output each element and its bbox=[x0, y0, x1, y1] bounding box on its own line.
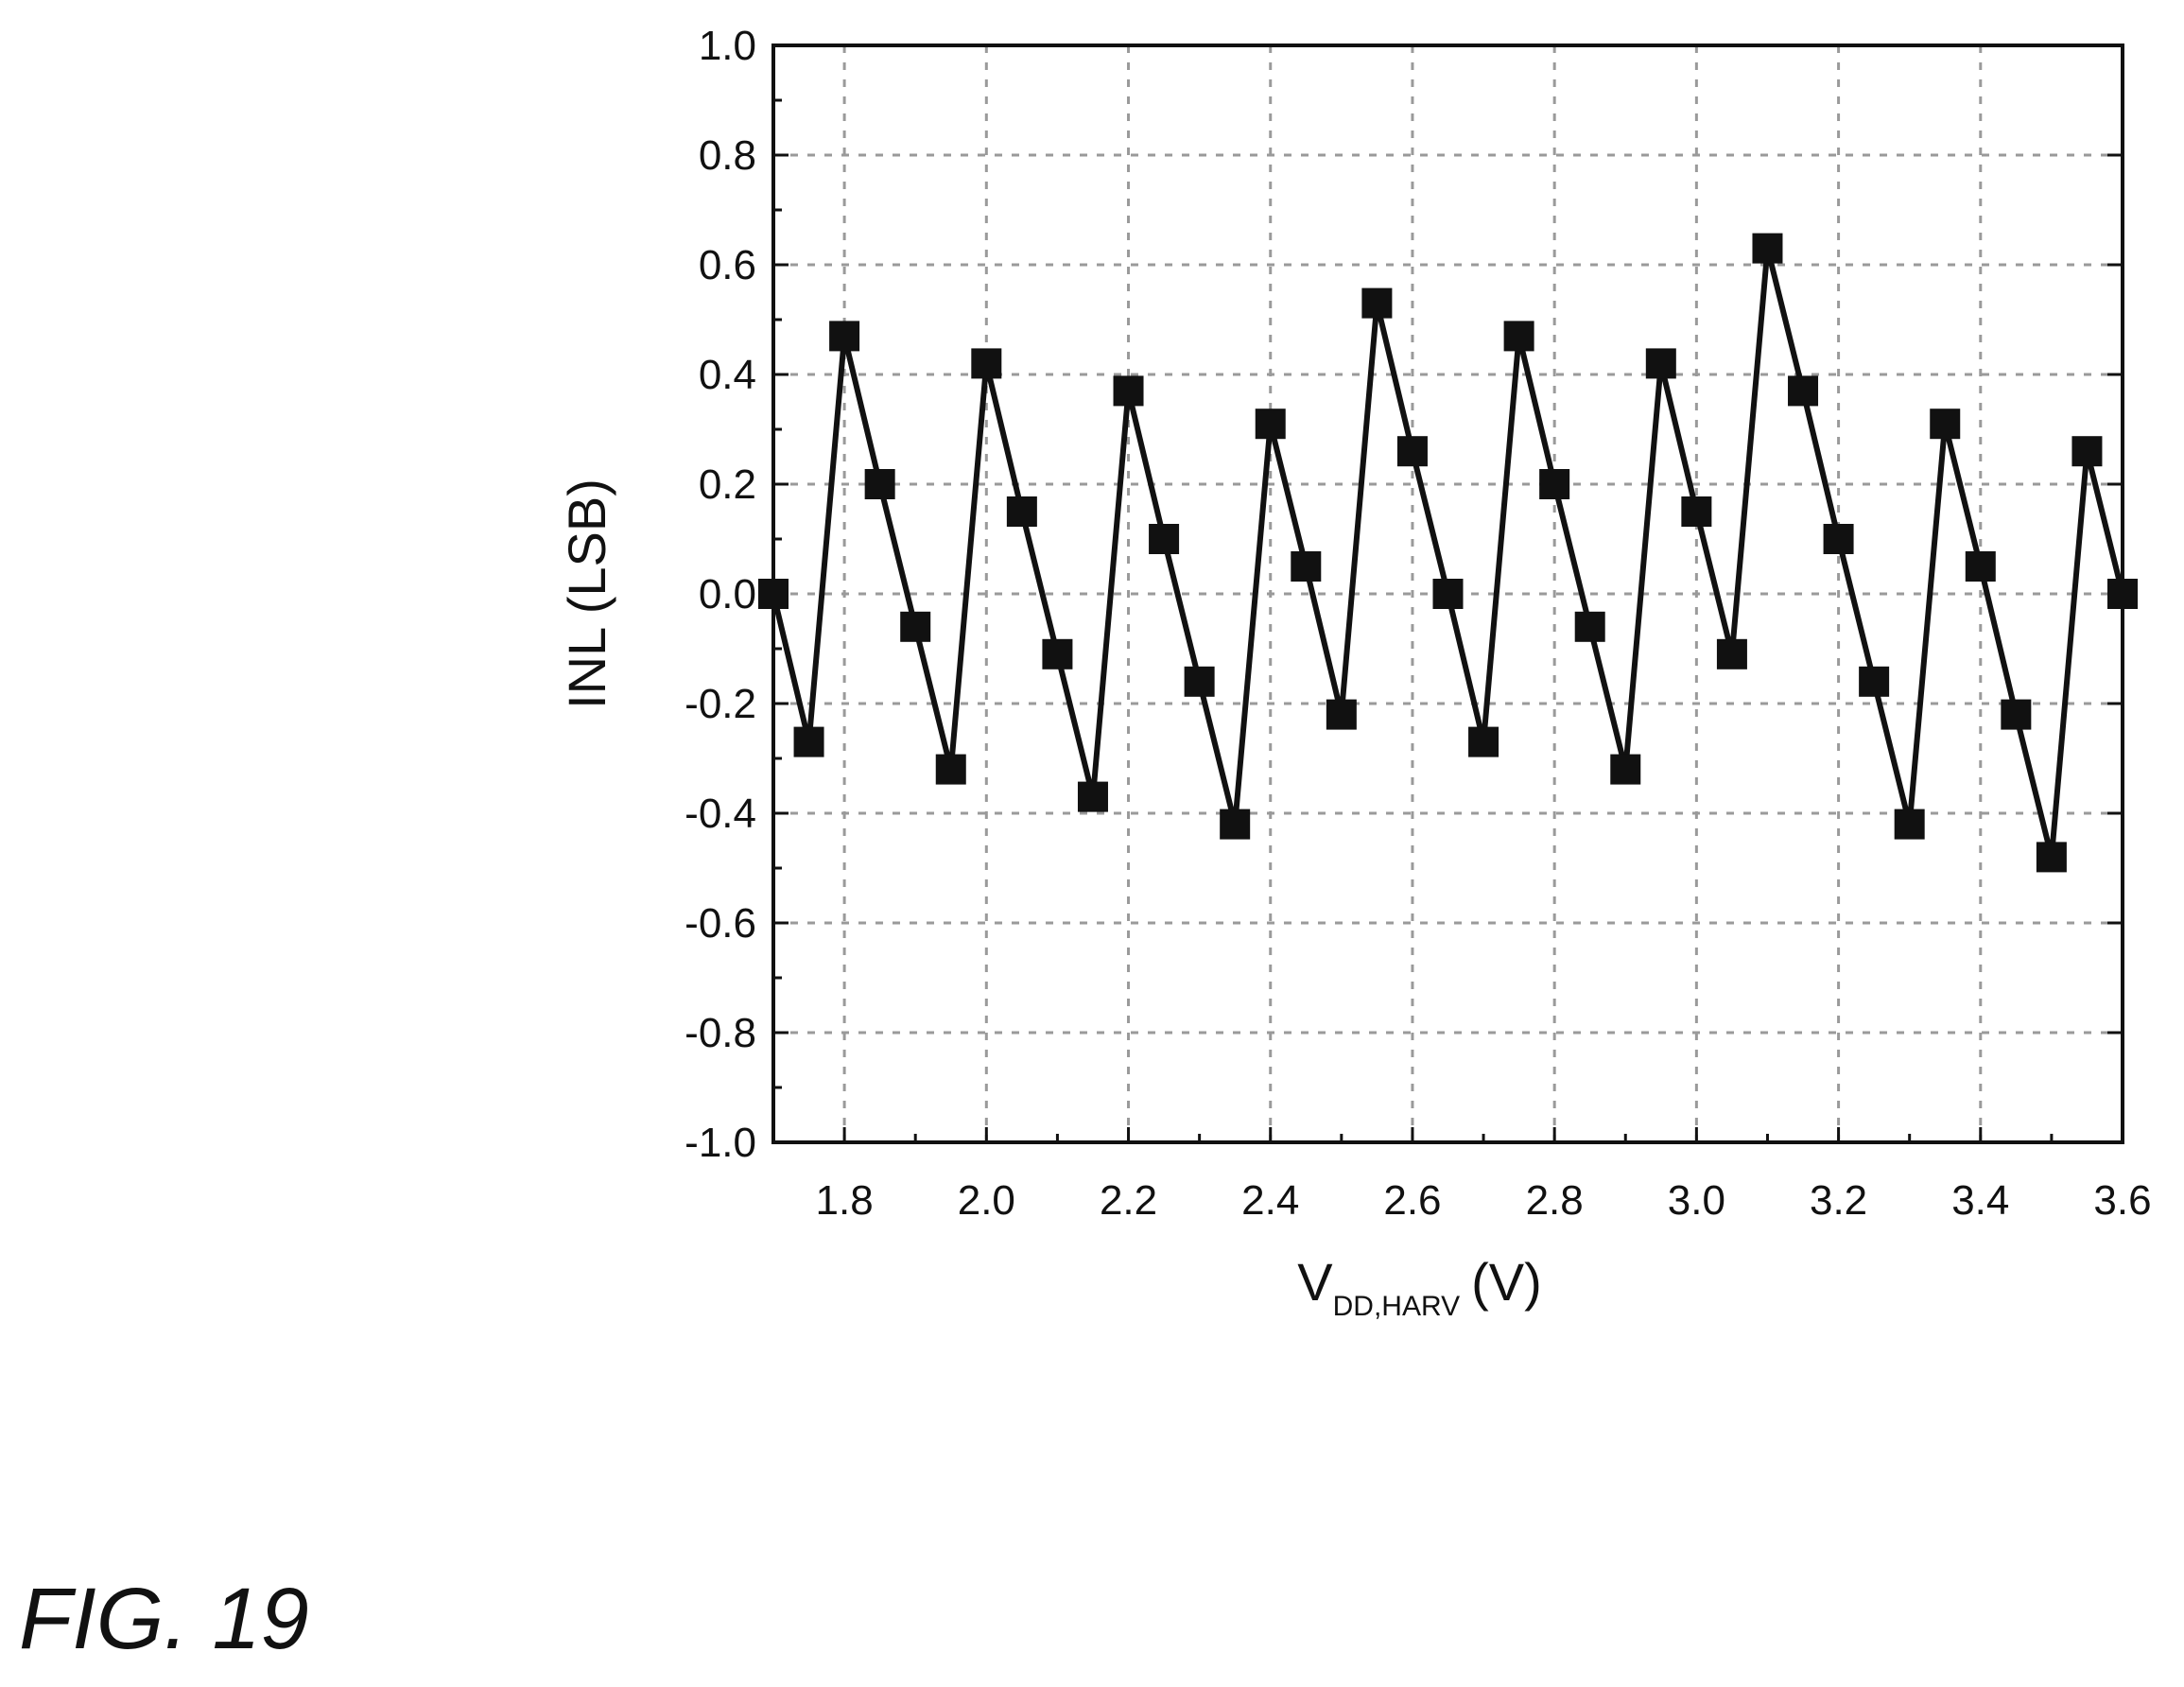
data-point-marker bbox=[829, 321, 860, 352]
data-point-marker bbox=[1291, 551, 1322, 582]
data-point-marker bbox=[2036, 842, 2067, 873]
inl-series-markers bbox=[758, 233, 2138, 873]
data-point-marker bbox=[1042, 638, 1073, 670]
y-tick-label: 0.0 bbox=[699, 571, 756, 617]
data-point-marker bbox=[971, 348, 1002, 379]
data-point-marker bbox=[1184, 666, 1215, 697]
x-tick-label: 1.8 bbox=[816, 1177, 874, 1224]
data-point-marker bbox=[1716, 638, 1747, 670]
data-point-marker bbox=[1752, 233, 1783, 264]
data-point-marker bbox=[1361, 287, 1393, 319]
x-tick-label: 2.8 bbox=[1526, 1177, 1584, 1224]
x-tick-label: 2.0 bbox=[958, 1177, 1015, 1224]
data-point-marker bbox=[1894, 809, 1925, 840]
data-point-marker bbox=[1788, 375, 1819, 407]
y-tick-label: 0.8 bbox=[699, 132, 756, 179]
data-point-marker bbox=[1077, 781, 1108, 812]
data-point-marker bbox=[864, 469, 895, 499]
data-point-marker bbox=[2107, 579, 2138, 609]
data-point-marker bbox=[793, 726, 824, 757]
y-axis-tick-labels: 1.0 0.8 0.6 0.4 0.2 0.0 -0.2 -0.4 -0.6 -0.8 -1.0 bbox=[685, 23, 756, 1166]
y-tick-label: 0.4 bbox=[699, 352, 756, 398]
x-axis-title-unit: (V) bbox=[1471, 1252, 1542, 1312]
y-tick-label: -0.6 bbox=[685, 900, 756, 947]
data-point-marker bbox=[1859, 666, 1890, 697]
x-tick-label: 2.4 bbox=[1241, 1177, 1299, 1224]
data-point-marker bbox=[935, 754, 966, 785]
data-point-marker bbox=[2001, 699, 2032, 730]
data-point-marker bbox=[1930, 409, 1961, 440]
data-point-marker bbox=[1006, 496, 1037, 527]
x-axis-title-main: V bbox=[1297, 1252, 1333, 1312]
y-tick-label: 0.2 bbox=[699, 461, 756, 508]
figure-caption: FIG. 19 bbox=[19, 1571, 309, 1667]
data-point-marker bbox=[1396, 436, 1428, 467]
data-point-marker bbox=[1220, 809, 1251, 840]
y-tick-label: 1.0 bbox=[699, 23, 756, 69]
data-point-marker bbox=[1823, 524, 1854, 554]
x-axis-tick-labels: 1.8 2.0 2.2 2.4 2.6 2.8 3.0 3.2 3.4 3.6 bbox=[816, 1177, 2152, 1224]
data-point-marker bbox=[1149, 524, 1180, 554]
axis-ticks bbox=[773, 43, 2124, 1144]
data-point-marker bbox=[1255, 409, 1286, 440]
data-point-marker bbox=[1574, 611, 1605, 642]
data-point-marker bbox=[1539, 469, 1570, 499]
data-point-marker bbox=[1468, 726, 1499, 757]
y-tick-label: -1.0 bbox=[685, 1120, 756, 1166]
x-tick-label: 3.2 bbox=[1810, 1177, 1867, 1224]
data-point-marker bbox=[2071, 436, 2103, 467]
y-tick-label: -0.2 bbox=[685, 681, 756, 727]
data-point-marker bbox=[1965, 551, 1996, 582]
data-point-marker bbox=[1113, 375, 1144, 407]
y-tick-label: -0.8 bbox=[685, 1010, 756, 1056]
x-tick-label: 2.6 bbox=[1383, 1177, 1441, 1224]
inl-series-line bbox=[771, 247, 2125, 859]
x-tick-label: 3.4 bbox=[1951, 1177, 2009, 1224]
data-point-marker bbox=[900, 611, 931, 642]
data-point-marker bbox=[1432, 579, 1464, 609]
x-tick-label: 3.0 bbox=[1668, 1177, 1725, 1224]
data-point-marker bbox=[1503, 321, 1534, 352]
data-point-marker bbox=[1326, 699, 1357, 730]
data-point-marker bbox=[1645, 348, 1676, 379]
x-axis-title-subscript: DD,HARV bbox=[1333, 1291, 1460, 1322]
data-point-marker bbox=[1681, 496, 1712, 527]
x-tick-label: 2.2 bbox=[1100, 1177, 1157, 1224]
data-point-marker bbox=[758, 579, 789, 609]
x-axis-title: VDD,HARV (V) bbox=[1297, 1252, 1542, 1322]
x-tick-label: 3.6 bbox=[2093, 1177, 2151, 1224]
y-tick-label: 0.6 bbox=[699, 242, 756, 288]
y-tick-label: -0.4 bbox=[685, 791, 756, 837]
data-point-marker bbox=[1610, 754, 1641, 785]
y-axis-title: INL (LSB) bbox=[557, 478, 616, 709]
